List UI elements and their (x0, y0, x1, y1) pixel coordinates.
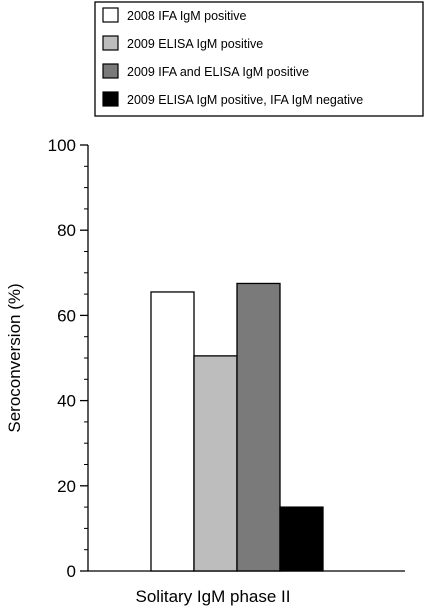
y-tick-label: 60 (57, 306, 76, 325)
y-tick-label: 100 (48, 136, 76, 155)
legend: 2008 IFA IgM positive 2009 ELISA IgM posi… (94, 1, 424, 117)
legend-label: 2009 IFA and ELISA IgM positive (127, 65, 309, 79)
bar-series-3 (236, 282, 281, 572)
legend-label: 2009 ELISA IgM positive, IFA IgM negativ… (127, 93, 363, 107)
legend-label: 2009 ELISA IgM positive (127, 37, 263, 51)
y-axis-title: Seroconversion (%) (5, 283, 24, 432)
x-category-label: Solitary IgM phase II (136, 587, 291, 606)
legend-swatch (102, 35, 119, 51)
legend-frame (94, 1, 424, 117)
legend-swatch (102, 91, 119, 107)
bars (150, 282, 324, 572)
legend-swatch (102, 7, 119, 23)
bar-series-2 (193, 355, 238, 572)
y-tick-label: 40 (57, 392, 76, 411)
bar-series-4 (279, 506, 324, 572)
y-tick-label: 20 (57, 477, 76, 496)
y-tick-label: 80 (57, 221, 76, 240)
y-tick-label: 0 (67, 562, 76, 581)
bar-series-1 (150, 291, 195, 572)
legend-label: 2008 IFA IgM positive (127, 9, 247, 23)
y-axis: 0 20 40 60 80 100 (48, 136, 89, 581)
legend-swatch (102, 63, 119, 79)
